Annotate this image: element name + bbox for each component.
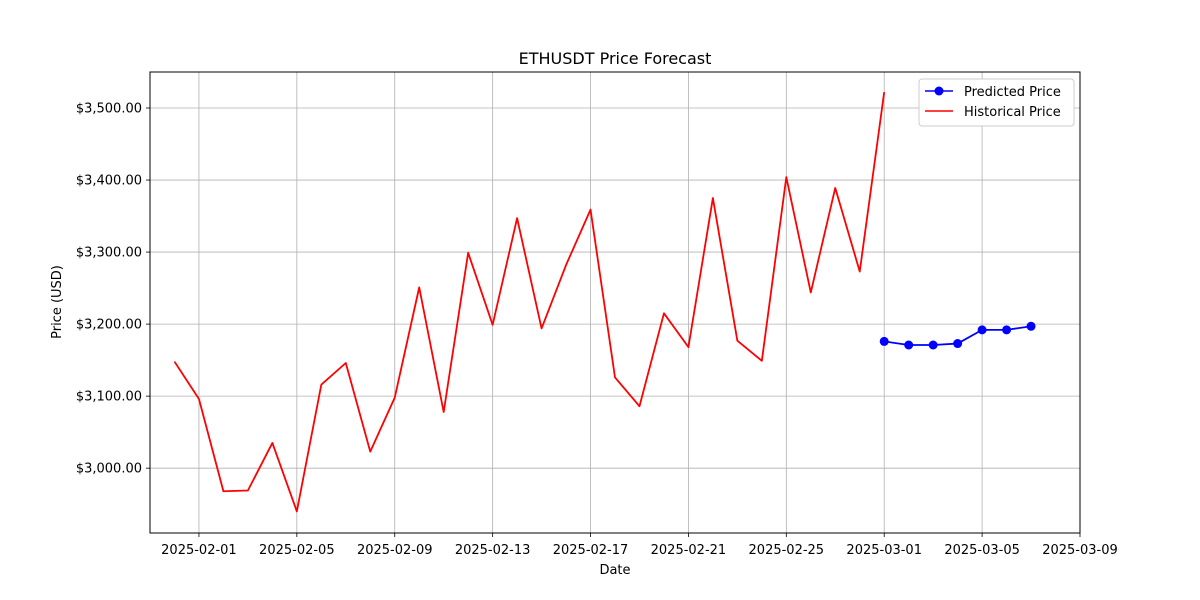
predicted-price-point [904, 340, 914, 350]
plot-frame [149, 71, 1081, 534]
legend-predicted-marker [934, 86, 944, 96]
y-axis-label: Price (USD) [50, 265, 65, 339]
legend-box [918, 78, 1075, 127]
series-layer [173, 92, 1036, 513]
x-tick-label: 2025-02-05 [259, 543, 335, 558]
legend: Predicted Price Historical Price [918, 78, 1075, 127]
y-tick-label: $3,500.00 [76, 102, 142, 117]
y-tick-label: $3,100.00 [76, 390, 142, 405]
y-tick-label: $3,400.00 [76, 174, 142, 189]
legend-predicted-label: Predicted Price [964, 85, 1061, 100]
x-tick-label: 2025-02-13 [455, 543, 531, 558]
predicted-price-point [953, 339, 963, 349]
predicted-price-point [977, 325, 987, 335]
ticks: 2025-02-01 2025-02-05 2025-02-09 2025-02-13… [76, 102, 1118, 558]
y-tick-label: $3,200.00 [76, 318, 142, 333]
y-tick-label: $3,300.00 [76, 246, 142, 261]
predicted-price-point [879, 336, 889, 346]
legend-historical-label: Historical Price [964, 105, 1061, 120]
x-tick-label: 2025-02-25 [749, 543, 825, 558]
predicted-price-point [1002, 325, 1012, 335]
x-tick-label: 2025-02-21 [651, 543, 727, 558]
y-tick-label: $3,000.00 [76, 462, 142, 477]
x-tick-label: 2025-03-01 [846, 543, 922, 558]
x-tick-label: 2025-03-05 [944, 543, 1020, 558]
x-tick-label: 2025-03-09 [1042, 543, 1118, 558]
historical-price-line [173, 92, 886, 513]
predicted-price-point [1026, 321, 1036, 331]
predicted-price-point [928, 340, 938, 350]
x-tick-label: 2025-02-09 [357, 543, 433, 558]
x-tick-label: 2025-02-01 [161, 543, 237, 558]
x-axis-label: Date [599, 563, 630, 578]
chart-title: ETHUSDT Price Forecast [519, 49, 712, 68]
x-tick-label: 2025-02-17 [553, 543, 629, 558]
